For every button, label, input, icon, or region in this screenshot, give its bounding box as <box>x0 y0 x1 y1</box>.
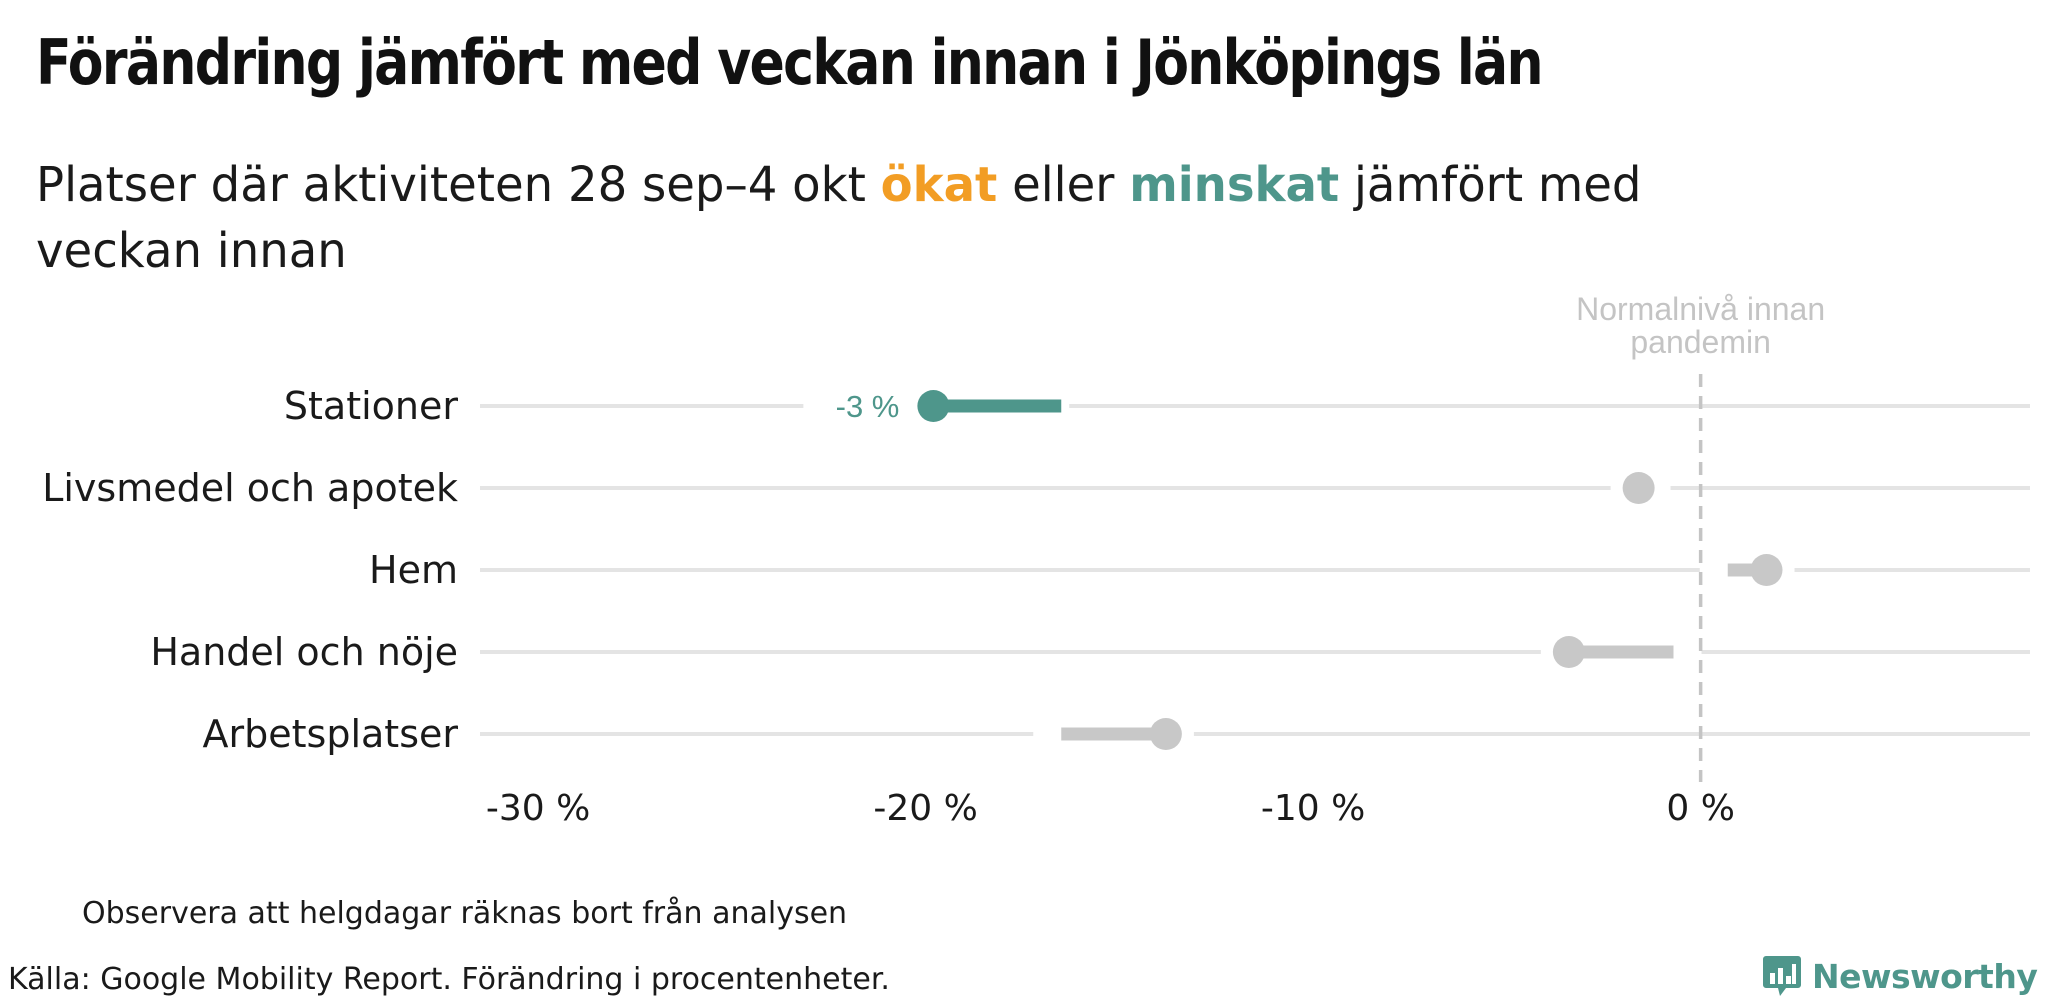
category-label: Handel och nöje <box>150 630 458 674</box>
current-week-point <box>1552 636 1585 668</box>
subtitle-part-2: eller <box>997 157 1130 213</box>
subtitle-part-1: Platser där aktiviteten 28 sep–4 okt <box>36 157 881 213</box>
current-week-point <box>1750 554 1783 586</box>
chart-title: Förändring jämfört med veckan innan i Jö… <box>36 26 1544 99</box>
category-label: Hem <box>369 548 458 592</box>
x-tick-label: -30 % <box>486 788 590 829</box>
x-tick-label: 0 % <box>1666 788 1735 829</box>
category-label: Arbetsplatser <box>203 712 459 756</box>
current-week-point <box>1149 718 1182 750</box>
brand-name: Newsworthy <box>1812 956 2038 996</box>
subtitle-decrease-word: minskat <box>1129 157 1340 213</box>
chart-subtitle: Platser där aktiviteten 28 sep–4 okt öka… <box>36 152 1743 284</box>
subtitle-part-3: jämfört med veckan innan <box>36 157 1642 279</box>
current-week-point <box>917 390 950 422</box>
reference-label: pandemin <box>1630 324 1771 360</box>
reference-label: Normalnivå innan <box>1576 291 1825 327</box>
source-note: Källa: Google Mobility Report. Förändrin… <box>8 962 890 997</box>
brand: Newsworthy <box>1762 954 2038 998</box>
current-week-point <box>1622 472 1655 504</box>
category-label: Stationer <box>284 384 458 428</box>
category-label: Livsmedel och apotek <box>42 466 458 510</box>
x-tick-label: -10 % <box>1261 788 1365 829</box>
subtitle-increase-word: ökat <box>880 157 998 213</box>
value-label: -3 % <box>836 389 900 424</box>
x-tick-label: -20 % <box>873 788 977 829</box>
newsworthy-logo-icon <box>1763 956 1801 996</box>
footnote: Observera att helgdagar räknas bort från… <box>82 896 848 931</box>
